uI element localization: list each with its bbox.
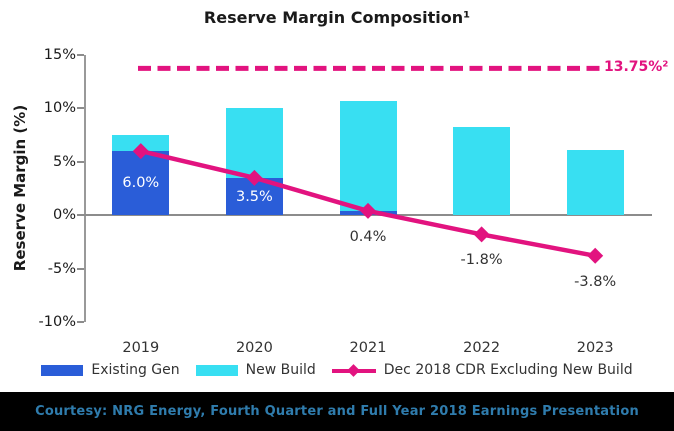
legend-label-cdr-line: Dec 2018 CDR Excluding New Build — [383, 362, 633, 378]
diamond-marker — [587, 247, 604, 264]
y-tick-label: 15% — [43, 47, 76, 63]
legend-item-existing-gen: Existing Gen — [41, 362, 180, 378]
x-tick-label: 2020 — [235, 340, 273, 356]
bar-value-label: 6.0% — [122, 175, 160, 192]
y-tick-mark — [77, 214, 84, 217]
footer-bar: Courtesy: NRG Energy, Fourth Quarter and… — [0, 392, 674, 431]
bar-value-label: 3.5% — [235, 188, 273, 205]
chart-title: Reserve Margin Composition¹ — [203, 8, 471, 27]
ref-line-label: 13.75%² — [604, 59, 669, 75]
existing-gen-swatch-icon — [41, 364, 84, 376]
bar-new-build — [453, 126, 511, 216]
y-tick-mark — [77, 107, 84, 110]
legend-item-cdr-line: Dec 2018 CDR Excluding New Build — [331, 362, 633, 378]
legend-item-new-build: New Build — [195, 362, 316, 378]
y-tick-label: 5% — [52, 153, 76, 170]
line-diamond-swatch-icon — [331, 363, 376, 377]
legend: Existing Gen New Build Dec 2018 CDR Excl… — [0, 362, 674, 378]
y-tick-mark — [77, 160, 84, 163]
bar-new-build — [225, 108, 283, 178]
bar-new-build — [339, 100, 397, 211]
y-tick-mark — [77, 321, 84, 323]
footer-text: Courtesy: NRG Energy, Fourth Quarter and… — [35, 404, 639, 419]
bar-new-build — [566, 150, 624, 216]
new-build-swatch-icon — [195, 364, 238, 376]
x-tick-label: 2022 — [463, 340, 501, 356]
y-axis-line — [84, 55, 86, 322]
x-tick-label: 2019 — [122, 340, 160, 356]
y-tick-mark — [77, 54, 84, 56]
line-value-label: 0.4% — [349, 228, 387, 245]
y-tick-label: 0% — [52, 207, 76, 224]
line-value-label: -1.8% — [460, 252, 503, 269]
bar-existing-gen — [339, 210, 397, 216]
bar-new-build — [112, 135, 170, 152]
y-axis-title: Reserve Margin (%) — [11, 104, 29, 272]
y-tick-label: -5% — [47, 260, 76, 277]
y-tick-mark — [77, 267, 84, 270]
x-tick-label: 2023 — [576, 340, 614, 356]
y-tick-label: -10% — [38, 314, 76, 330]
diamond-marker — [473, 226, 490, 243]
legend-label-new-build: New Build — [245, 362, 316, 378]
y-tick-label: 10% — [43, 100, 76, 117]
x-tick-label: 2021 — [349, 340, 387, 356]
line-value-label: -3.8% — [574, 273, 617, 290]
legend-label-existing-gen: Existing Gen — [91, 362, 180, 378]
